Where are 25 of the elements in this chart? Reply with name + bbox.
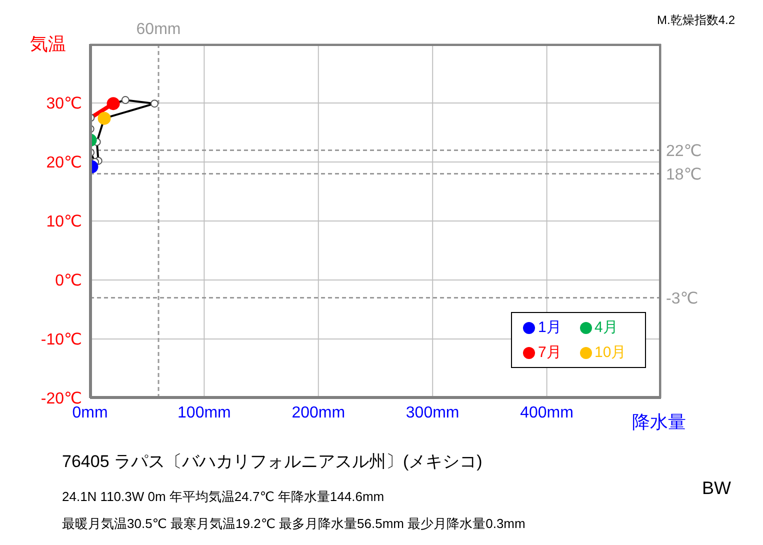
x-tick-label: 200mm bbox=[292, 404, 346, 422]
legend-label: 1月 bbox=[538, 318, 562, 337]
y-tick-label: 10℃ bbox=[46, 214, 82, 231]
x-tick-label: 400mm bbox=[520, 404, 574, 422]
text: 最暖月気温30.5℃ 最寒月気温19.2℃ 最多月降水量56.5mm 最少月降水量0.3mm bbox=[62, 515, 526, 533]
y-tick-label: -10℃ bbox=[40, 332, 82, 349]
x-tick-label: 300mm bbox=[406, 404, 460, 422]
x-axis-title: 降水量 bbox=[632, 411, 686, 434]
legend-label: 10月 bbox=[594, 343, 626, 362]
ref-line-label: 18℃ bbox=[666, 166, 702, 184]
text: BW bbox=[702, 478, 731, 499]
text: M.乾燥指数4.2 bbox=[656, 12, 735, 29]
ref-line-label: 60mm bbox=[136, 21, 181, 38]
ref-line-label: 22℃ bbox=[666, 142, 702, 160]
y-tick-label: 30℃ bbox=[46, 96, 82, 113]
x-tick-label: 100mm bbox=[178, 404, 231, 422]
text: 76405 ラパス〔バハカリフォルニアスル州〕(メキシコ) bbox=[62, 451, 482, 473]
ref-line-label: -3℃ bbox=[666, 290, 698, 308]
legend-label: 4月 bbox=[594, 318, 618, 337]
y-axis-title: 気温 bbox=[30, 33, 66, 56]
x-tick-label: 0mm bbox=[72, 404, 108, 422]
y-tick-label: 20℃ bbox=[46, 154, 82, 172]
text: 24.1N 110.3W 0m 年平均気温24.7℃ 年降水量144.6mm bbox=[62, 488, 384, 506]
legend-label: 7月 bbox=[538, 343, 562, 362]
y-tick-label: 0℃ bbox=[55, 272, 82, 290]
